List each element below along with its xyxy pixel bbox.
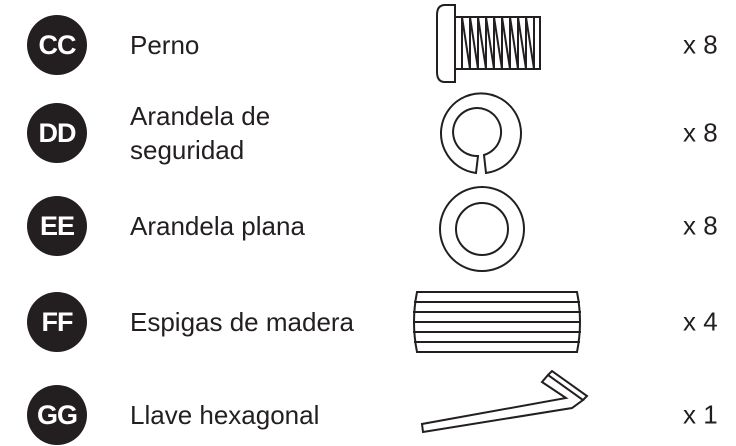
item-quantity: x 8	[683, 29, 718, 60]
item-quantity: x 4	[683, 306, 718, 337]
item-quantity: x 8	[683, 210, 718, 241]
lock-washer-drawing	[440, 92, 522, 175]
dowel-drawing	[413, 291, 581, 353]
item-name: Perno	[130, 30, 200, 60]
item-quantity: x 8	[683, 117, 718, 148]
item-name: Espigas de madera	[130, 307, 355, 337]
item-name: Llave hexagonal	[130, 400, 320, 430]
item-badge: GG	[27, 385, 87, 445]
item-name: Arandela de seguridad	[130, 101, 271, 165]
bolt-drawing	[436, 4, 541, 83]
item-badge: FF	[27, 292, 87, 352]
item-badge: CC	[27, 15, 87, 75]
flat-washer-drawing	[439, 186, 525, 272]
hex-key-drawing	[420, 369, 589, 434]
item-badge: DD	[27, 103, 87, 163]
item-badge: EE	[27, 196, 87, 256]
item-name: Arandela plana	[130, 211, 305, 241]
item-quantity: x 1	[683, 399, 718, 430]
